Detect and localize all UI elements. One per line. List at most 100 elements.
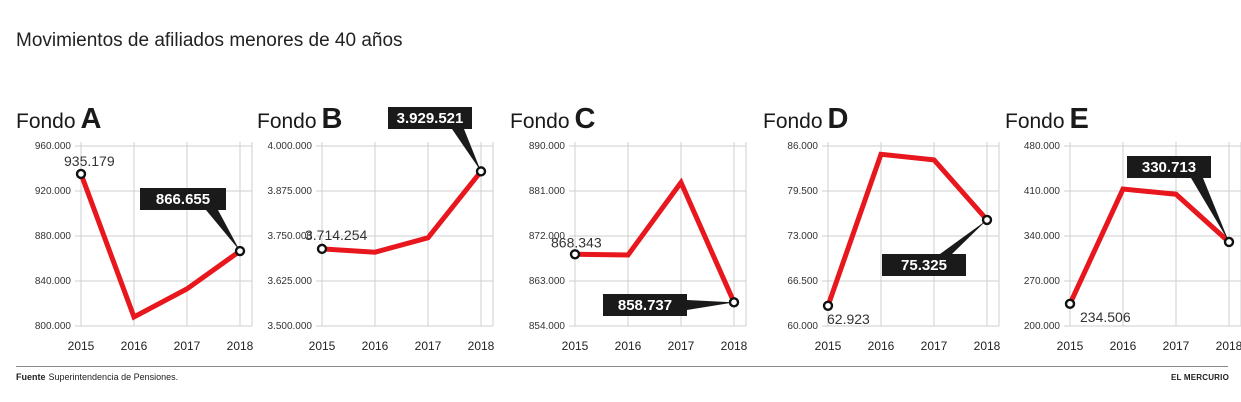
source-label: Fuente — [16, 372, 46, 382]
line-chart: 4.000.000 3.875.000 3.750.000 3.625.000 3.50… — [268, 107, 495, 353]
start-point-marker — [1064, 298, 1076, 310]
start-point-marker — [569, 249, 581, 260]
end-value-label: 330.713 — [1142, 159, 1196, 176]
series-line — [825, 151, 989, 307]
end-point-marker — [234, 245, 246, 257]
x-tick-label: 2017 — [415, 339, 442, 353]
y-tick-label: 881.000 — [529, 186, 566, 197]
end-value-label: 866.655 — [156, 191, 210, 208]
fondo-word: Fondo — [257, 110, 317, 133]
panel-fondo-b: Fondo B 4.000.000 3.875.000 3.750.000 3.625.0… — [257, 95, 505, 365]
y-tick-label: 854.000 — [529, 321, 566, 332]
x-tick-label: 2016 — [362, 339, 389, 353]
y-tick-label: 3.625.000 — [268, 276, 313, 287]
fondo-heading: Fondo E — [1005, 103, 1089, 136]
start-point-marker — [822, 300, 834, 311]
end-value-label: 858.737 — [618, 297, 672, 314]
callout-pointer — [687, 300, 734, 310]
y-tick-label: 73.000 — [787, 231, 818, 242]
end-value-label: 3.929.521 — [397, 110, 464, 127]
callout-box — [882, 254, 966, 276]
fondo-word: Fondo — [1005, 110, 1065, 133]
y-tick-label: 340.000 — [1024, 231, 1061, 242]
start-value-label: 62.923 — [827, 311, 870, 327]
y-tick-label: 960.000 — [35, 141, 72, 152]
y-tick-label: 890.000 — [529, 141, 566, 152]
x-tick-label: 2016 — [121, 339, 148, 353]
series-line — [1067, 186, 1231, 305]
x-tick-label: 2015 — [1057, 339, 1084, 353]
line-chart: 86.000 79.500 73.000 66.500 60.000 2015 2016 20… — [787, 141, 1001, 353]
x-tick-label: 2017 — [921, 339, 948, 353]
callout-box — [388, 107, 472, 129]
x-tick-label: 2016 — [1110, 339, 1137, 353]
callout-pointer — [452, 129, 481, 172]
series-line — [574, 177, 737, 304]
start-value-label: 234.506 — [1080, 309, 1131, 325]
x-tick-label: 2018 — [721, 339, 748, 353]
y-tick-label: 863.000 — [529, 276, 566, 287]
chart-title: Movimientos de afiliados menores de 40 a… — [16, 30, 403, 51]
x-tick-label: 2015 — [309, 339, 336, 353]
brand-credit: EL MERCURIO — [1170, 373, 1229, 382]
fondo-letter: B — [321, 103, 343, 135]
panel-fondo-c: Fondo C 890.000 881.000 872.000 863.000 854.00… — [510, 95, 758, 365]
end-point-marker — [728, 297, 740, 308]
source-note: Fuente Superintendencia de Pensiones. — [16, 372, 178, 382]
x-tick-label: 2018 — [974, 339, 1001, 353]
y-tick-label: 872.000 — [529, 231, 566, 242]
x-tick-label: 2017 — [1163, 339, 1190, 353]
series-line — [78, 173, 242, 321]
fondo-heading: Fondo D — [763, 103, 849, 136]
source-text: Superintendencia de Pensiones. — [48, 372, 179, 382]
x-tick-label: 2015 — [562, 339, 589, 353]
callout-pointer — [1191, 178, 1229, 242]
x-tick-label: 2018 — [468, 339, 495, 353]
x-tick-label: 2017 — [174, 339, 201, 353]
x-tick-label: 2015 — [68, 339, 95, 353]
x-tick-label: 2017 — [668, 339, 695, 353]
fondo-word: Fondo — [763, 110, 823, 133]
x-tick-label: 2018 — [227, 339, 254, 353]
fondo-word: Fondo — [510, 110, 570, 133]
line-chart: 890.000 881.000 872.000 863.000 854.000 2015 2… — [529, 141, 748, 353]
y-tick-label: 3.875.000 — [268, 186, 313, 197]
panel-fondo-e: Fondo E 480.000 410.000 340.000 270.000 200.00… — [1005, 95, 1241, 365]
fondo-letter: C — [574, 103, 596, 135]
series-line — [321, 169, 483, 255]
y-tick-label: 66.500 — [787, 276, 818, 287]
y-tick-label: 480.000 — [1024, 141, 1061, 152]
end-value-label: 75.325 — [901, 257, 947, 274]
end-point-marker — [1223, 236, 1235, 248]
fondo-letter: E — [1069, 103, 1089, 135]
fondo-letter: D — [827, 103, 849, 135]
callout-box — [603, 294, 687, 316]
footer-divider — [16, 366, 1228, 367]
start-value-label: 935.179 — [64, 153, 115, 169]
start-point-marker — [75, 168, 87, 180]
x-tick-label: 2016 — [868, 339, 895, 353]
fondo-letter: A — [80, 103, 102, 135]
callout-pointer — [206, 210, 240, 252]
y-tick-label: 800.000 — [35, 321, 72, 332]
fondo-heading: Fondo B — [257, 103, 343, 136]
line-chart: 960.000 920.000 880.000 840.000 800.000 2015 2… — [35, 141, 254, 353]
callout-box — [140, 188, 226, 210]
y-tick-label: 79.500 — [787, 186, 818, 197]
panel-fondo-a: Fondo A 960.000 920.000 880.000 840.000 800.00… — [16, 95, 264, 365]
y-tick-label: 410.000 — [1024, 186, 1061, 197]
x-tick-label: 2016 — [615, 339, 642, 353]
y-tick-label: 60.000 — [787, 321, 818, 332]
start-value-label: 868.343 — [551, 234, 602, 250]
callout-box — [1127, 156, 1211, 178]
x-tick-label: 2018 — [1216, 339, 1241, 353]
callout-pointer — [940, 219, 987, 254]
y-tick-label: 880.000 — [35, 231, 72, 242]
end-point-marker — [981, 214, 993, 226]
y-tick-label: 3.750.000 — [268, 231, 313, 242]
y-tick-label: 200.000 — [1024, 321, 1061, 332]
fondo-word: Fondo — [16, 110, 76, 133]
panel-fondo-d: Fondo D 86.000 79.500 73.000 66.500 60.000 2015… — [763, 95, 1011, 365]
y-tick-label: 840.000 — [35, 276, 72, 287]
y-tick-label: 270.000 — [1024, 276, 1061, 287]
